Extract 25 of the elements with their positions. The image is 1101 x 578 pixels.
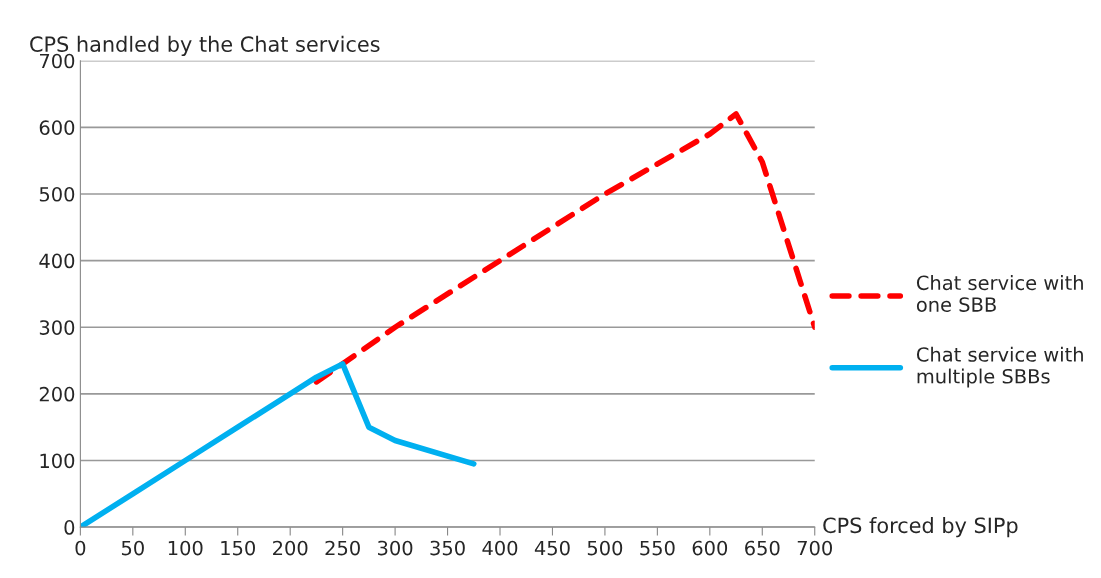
x-tick-label: 200 xyxy=(273,540,308,556)
x-tick-label: 100 xyxy=(168,540,203,556)
x-tick-label: 250 xyxy=(325,540,360,556)
x-tick-label: 50 xyxy=(121,540,144,556)
legend-label: Chat service with multiple SBBs xyxy=(916,346,1083,388)
legend-label: Chat service with one SBB xyxy=(916,275,1083,312)
y-tick-label: 200 xyxy=(39,386,75,402)
x-tick-label: 650 xyxy=(745,540,780,556)
x-axis-title: CPS forced by SIPp xyxy=(823,517,1018,538)
x-tick-label: 150 xyxy=(221,540,255,556)
x-tick-label: 300 xyxy=(378,540,413,556)
x-tick-label: 350 xyxy=(430,540,465,556)
y-tick-label: 100 xyxy=(40,453,75,469)
x-tick-label: 450 xyxy=(534,540,570,556)
x-tick-label: 700 xyxy=(797,540,833,556)
x-tick-label: 400 xyxy=(482,540,518,556)
y-tick-label: 500 xyxy=(39,186,75,202)
x-tick-label: 0 xyxy=(75,540,86,556)
y-tick-label: 300 xyxy=(39,320,75,335)
y-tick-label: 0 xyxy=(64,520,75,535)
x-tick-label: 600 xyxy=(692,540,728,556)
y-tick-label: 600 xyxy=(39,120,75,135)
y-tick-label: 400 xyxy=(39,253,75,269)
x-tick-label: 550 xyxy=(640,540,675,556)
x-tick-label: 500 xyxy=(587,540,623,556)
